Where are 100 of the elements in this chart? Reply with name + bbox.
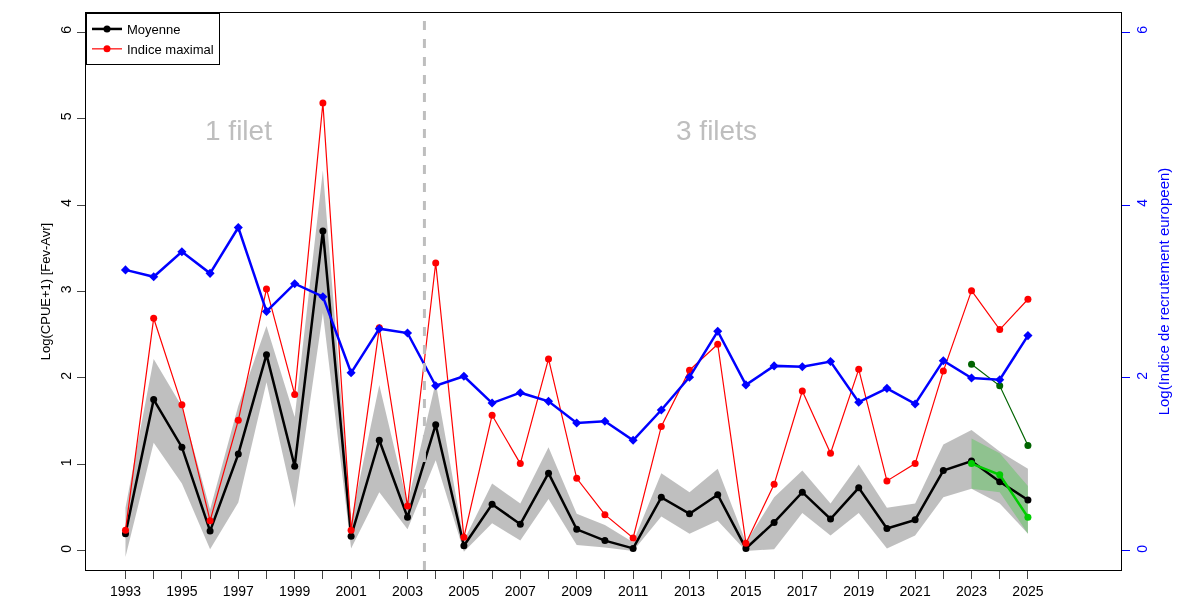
point	[939, 467, 947, 475]
point	[742, 539, 750, 547]
x-tick-label: 2013	[673, 582, 706, 599]
point	[995, 375, 1005, 385]
point	[798, 488, 806, 496]
point	[234, 416, 242, 424]
x-tick-label: 1995	[166, 582, 198, 599]
x-tick-label: 2011	[618, 582, 649, 599]
point	[178, 443, 186, 451]
x-tick-label: 2007	[504, 582, 537, 599]
point	[939, 367, 947, 375]
y2-tick-label: 4	[1133, 198, 1150, 207]
y-tick-label: 5	[58, 112, 75, 121]
point	[291, 462, 299, 470]
point	[120, 265, 131, 275]
point	[515, 388, 525, 398]
x-tick-label: 2015	[730, 582, 762, 599]
point	[347, 532, 355, 540]
point	[572, 418, 582, 428]
point	[234, 450, 242, 458]
point	[1024, 295, 1032, 303]
point	[770, 518, 778, 526]
point	[1024, 496, 1032, 504]
point	[911, 516, 919, 524]
legend-label: Indice maximal	[127, 41, 214, 57]
point	[629, 534, 637, 542]
point	[402, 328, 413, 338]
point	[968, 287, 976, 295]
point	[1024, 513, 1032, 521]
point	[404, 513, 411, 521]
point	[516, 520, 524, 528]
point	[883, 524, 891, 532]
x-tick-label: 2019	[843, 582, 875, 599]
point	[600, 416, 610, 426]
point	[855, 484, 863, 492]
point	[432, 421, 440, 429]
point	[657, 493, 665, 501]
point	[488, 500, 496, 508]
y-tick-label: 2	[58, 371, 75, 380]
point	[769, 361, 779, 371]
point	[714, 340, 722, 348]
point	[431, 381, 441, 391]
point	[854, 397, 864, 407]
legend-label: Moyenne	[127, 22, 181, 38]
point	[657, 422, 665, 430]
x-tick-label: 2023	[955, 582, 988, 599]
x-tick-label: 2005	[448, 582, 480, 599]
point	[487, 398, 497, 408]
point	[206, 527, 214, 535]
point	[1023, 331, 1033, 341]
point	[573, 525, 581, 533]
point	[121, 526, 129, 534]
point	[262, 351, 270, 359]
point	[629, 544, 637, 552]
point	[741, 380, 751, 390]
y2-tick-label: 6	[1133, 25, 1150, 34]
point	[262, 285, 270, 293]
point	[855, 365, 863, 373]
point	[543, 396, 554, 406]
annotation: 1 filet	[205, 115, 273, 146]
y2-axis-title: Log(Indice de recrutement europeen)	[1154, 167, 1172, 416]
point	[432, 259, 440, 267]
point	[346, 368, 356, 378]
point	[206, 517, 214, 525]
y2-tick-label: 0	[1133, 544, 1150, 553]
y-tick-label: 6	[58, 25, 75, 34]
point	[290, 279, 300, 289]
point	[797, 362, 807, 372]
y-tick-label: 0	[58, 544, 75, 553]
x-tick-label: 2017	[786, 582, 819, 599]
point	[375, 436, 383, 444]
point	[488, 411, 496, 419]
point	[404, 502, 411, 510]
point	[319, 227, 327, 235]
point	[516, 460, 524, 468]
y-tick-label: 3	[58, 285, 75, 294]
point	[938, 356, 948, 366]
point	[459, 371, 469, 381]
point	[882, 383, 892, 393]
point	[996, 326, 1004, 334]
point	[178, 401, 186, 409]
point	[686, 510, 694, 518]
point	[319, 99, 327, 107]
point	[968, 360, 976, 368]
point	[825, 357, 836, 367]
point	[827, 515, 835, 523]
y-axis-title: Log(CPUE+1) [Fev-Avr]	[38, 222, 53, 361]
y-tick-label: 1	[58, 458, 75, 467]
point	[656, 405, 666, 415]
x-tick-label: 1997	[222, 582, 255, 599]
point	[1024, 441, 1032, 449]
point	[798, 387, 806, 395]
point	[150, 396, 158, 404]
point	[883, 477, 891, 485]
point	[770, 480, 778, 488]
point	[150, 314, 158, 322]
x-tick-label: 1993	[109, 582, 142, 599]
x-tick-label: 2021	[899, 582, 931, 599]
point	[713, 326, 723, 336]
point	[460, 533, 468, 541]
